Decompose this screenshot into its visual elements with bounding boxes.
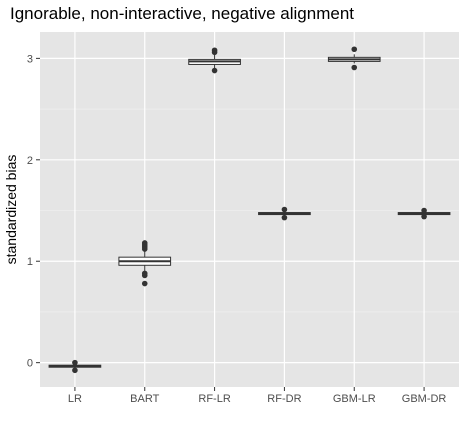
outlier-point <box>72 367 78 374</box>
y-tick-label: 3 <box>27 53 33 65</box>
y-axis-ticks: 0 1 2 3 <box>27 53 40 370</box>
y-tick-label: 1 <box>27 256 33 268</box>
grid-lines <box>40 32 459 387</box>
outlier-point <box>211 49 218 56</box>
box-gbm-dr <box>397 207 451 220</box>
outlier-point <box>141 280 148 287</box>
outlier-point <box>141 246 148 252</box>
outlier-point <box>211 67 218 74</box>
x-tick-label: RF-DR <box>267 393 301 405</box>
boxes-layer <box>48 46 451 374</box>
outlier-point <box>281 206 288 213</box>
box-rf-lr <box>188 47 241 74</box>
x-tick-label: LR <box>68 393 82 405</box>
outlier-point <box>141 272 148 279</box>
x-tick-label: GBM-DR <box>402 393 447 405</box>
outlier-point <box>351 46 358 53</box>
x-tick-label: BART <box>130 393 159 405</box>
chart-title: Ignorable, non-interactive, negative ali… <box>10 4 354 23</box>
y-tick-label: 2 <box>27 155 33 167</box>
box-lr <box>48 359 102 374</box>
x-tick-label: GBM-LR <box>333 393 376 405</box>
x-axis-ticks: LR BART RF-LR RF-DR GBM-LR GBM-DR <box>68 387 447 405</box>
outlier-point <box>351 64 358 71</box>
y-tick-label: 0 <box>27 358 33 370</box>
plot-panel <box>40 32 459 387</box>
x-tick-label: RF-LR <box>198 393 230 405</box>
box-rf-dr <box>258 206 311 221</box>
box-gbm-lr <box>327 46 381 71</box>
outlier-point <box>421 213 427 220</box>
outlier-point <box>281 214 288 221</box>
outlier-point <box>421 207 427 214</box>
y-axis-title: standardized bias <box>3 155 19 265</box>
box-bart <box>118 240 172 287</box>
outlier-point <box>72 359 78 366</box>
